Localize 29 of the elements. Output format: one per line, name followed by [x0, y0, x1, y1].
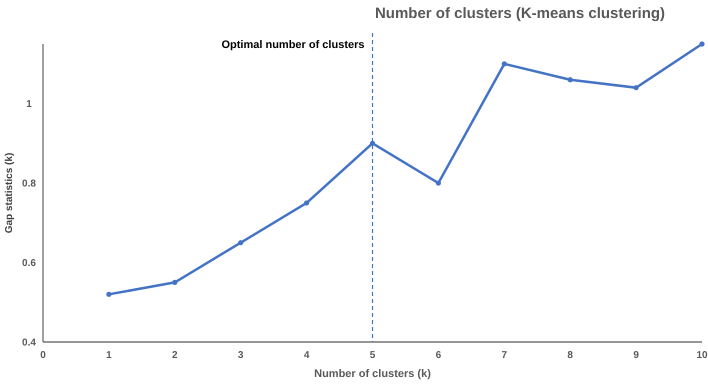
point — [106, 292, 112, 297]
point — [238, 240, 244, 246]
x-tick-label: 1 — [106, 350, 112, 361]
x-tick-label: 9 — [633, 350, 640, 361]
y-tick-label: 0.6 — [22, 258, 36, 270]
y-axis-title: Gap statistics (k) — [4, 152, 15, 234]
point — [699, 41, 705, 47]
point — [568, 77, 573, 82]
x-tick-label: 0 — [40, 350, 46, 361]
x-tick-label: 2 — [172, 350, 178, 361]
x-tick-label: 3 — [238, 350, 244, 361]
y-tick-label: 0.4 — [22, 338, 36, 348]
point — [634, 85, 639, 90]
x-tick-label: 6 — [436, 350, 442, 361]
x-tick-label: 10 — [696, 350, 708, 361]
chart-title: Number of clusters (K-means clustering) — [374, 5, 666, 22]
point — [172, 280, 178, 285]
point — [370, 140, 376, 146]
x-tick-label: 5 — [370, 350, 376, 361]
x-tick-label: 4 — [304, 350, 310, 361]
point — [502, 61, 507, 66]
point — [436, 180, 441, 186]
ref-line-label: Optimal number of clusters — [221, 39, 364, 51]
point — [304, 200, 310, 206]
x-tick-label: 8 — [567, 350, 574, 361]
x-axis-title: Number of clusters (k) — [314, 368, 432, 380]
y-tick-label: 0.8 — [22, 178, 36, 190]
x-tick-label: 7 — [502, 350, 508, 361]
y-tick-label: 1 — [26, 99, 32, 110]
